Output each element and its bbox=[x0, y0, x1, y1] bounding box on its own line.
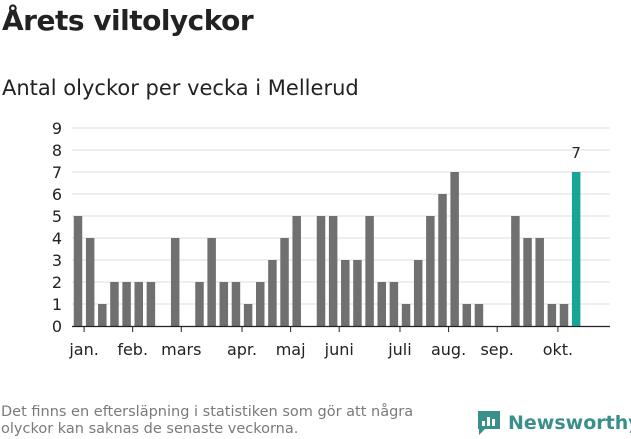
bar bbox=[559, 304, 569, 326]
x-tick-label: jan. bbox=[68, 340, 98, 359]
bar bbox=[365, 216, 374, 326]
bar bbox=[426, 216, 435, 326]
x-tick-label: aug. bbox=[431, 340, 466, 359]
bar bbox=[413, 260, 423, 326]
y-tick-label: 6 bbox=[52, 185, 62, 204]
y-tick-label: 3 bbox=[52, 251, 62, 270]
bar-chart: 0 1 2 3 4 5 6 7 8 9 jan. feb. mars apr. maj juni juli au… bbox=[52, 119, 610, 359]
x-tick-label: maj bbox=[276, 340, 306, 359]
bar bbox=[401, 304, 411, 326]
bar bbox=[170, 238, 180, 326]
x-tick-label: juli bbox=[387, 340, 411, 359]
x-tick-label: juni bbox=[324, 340, 354, 359]
bar bbox=[110, 282, 119, 326]
x-tick-label: feb. bbox=[117, 340, 148, 359]
bar bbox=[511, 216, 520, 326]
bar bbox=[377, 282, 386, 326]
gridlines bbox=[72, 127, 610, 305]
y-tick-label: 7 bbox=[52, 163, 62, 182]
bar-highlighted bbox=[571, 172, 581, 326]
bar bbox=[195, 282, 204, 326]
bar bbox=[450, 172, 459, 326]
bar bbox=[292, 216, 301, 326]
x-tick-label: mars bbox=[161, 340, 201, 359]
bar bbox=[85, 238, 95, 326]
bar bbox=[353, 260, 362, 326]
bar bbox=[280, 238, 289, 326]
y-tick-label: 5 bbox=[52, 207, 62, 226]
bar bbox=[462, 304, 472, 326]
bar bbox=[73, 216, 83, 326]
bar bbox=[389, 282, 399, 326]
y-axis-tick-labels: 0 1 2 3 4 5 6 7 8 9 bbox=[52, 119, 62, 336]
footnote: Det finns en eftersläpning i statistiken… bbox=[1, 404, 414, 437]
bar bbox=[268, 260, 277, 326]
data-labels: 7 bbox=[571, 144, 581, 162]
y-tick-label: 2 bbox=[52, 273, 62, 292]
y-tick-label: 0 bbox=[52, 317, 62, 336]
bar bbox=[122, 282, 131, 326]
bar bbox=[341, 260, 350, 326]
bar bbox=[547, 304, 557, 326]
x-tick-label: sep. bbox=[480, 340, 513, 359]
bar bbox=[535, 238, 544, 326]
brand-name: Newsworthy bbox=[508, 412, 631, 434]
brand-logo: Newsworthy bbox=[476, 408, 631, 438]
bar bbox=[146, 282, 156, 326]
bar bbox=[256, 282, 265, 326]
bar bbox=[98, 304, 107, 326]
bar bbox=[207, 238, 216, 326]
bar bbox=[243, 304, 253, 326]
y-tick-label: 9 bbox=[52, 119, 62, 138]
chart-title: Årets viltolyckor bbox=[2, 4, 254, 37]
bars bbox=[73, 172, 581, 326]
y-tick-label: 4 bbox=[52, 229, 62, 248]
y-tick-label: 1 bbox=[52, 295, 62, 314]
bar bbox=[438, 194, 447, 326]
bar bbox=[328, 216, 338, 326]
bar bbox=[523, 238, 532, 326]
data-label: 7 bbox=[571, 144, 581, 162]
bar bbox=[134, 282, 143, 326]
bar bbox=[219, 282, 229, 326]
y-tick-label: 8 bbox=[52, 141, 62, 160]
bar bbox=[231, 282, 241, 326]
bar bbox=[474, 304, 484, 326]
x-axis-month-labels: jan. feb. mars apr. maj juni juli aug. sep. okt. bbox=[68, 326, 573, 359]
bar bbox=[316, 216, 326, 326]
x-tick-label: apr. bbox=[227, 340, 257, 359]
x-tick-label: okt. bbox=[543, 340, 573, 359]
newsworthy-logo-icon bbox=[478, 411, 500, 435]
chart-subtitle: Antal olyckor per vecka i Mellerud bbox=[2, 76, 359, 100]
